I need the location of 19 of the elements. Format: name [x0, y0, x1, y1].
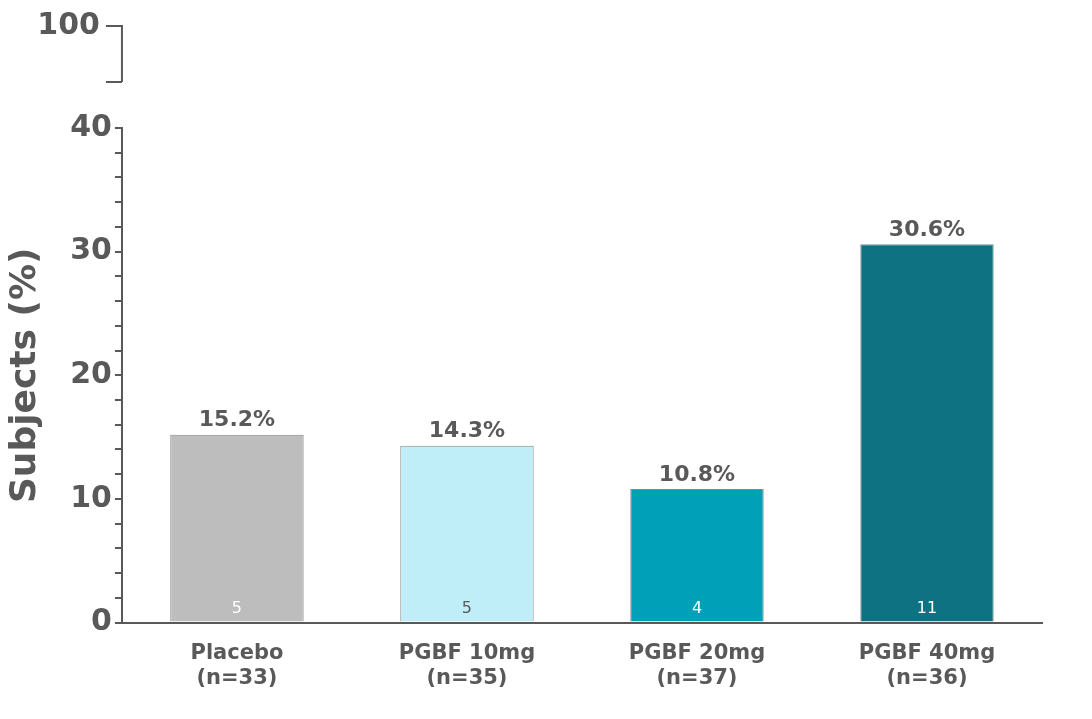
x-tick-label: PGBF 10mg (n=35) — [398, 639, 536, 689]
y-axis-title: Subjects (%) — [1, 247, 43, 504]
x-tick-label: PGBF 40mg (n=36) — [858, 639, 996, 689]
annotation: 11 — [916, 597, 938, 617]
data-label: 30.6% — [888, 215, 966, 241]
data-label: 14.3% — [428, 417, 506, 443]
annotation: 4 — [691, 597, 703, 617]
text: 100 — [37, 5, 100, 41]
annotation: 5 — [231, 597, 243, 617]
y-tick-label: 20 — [70, 355, 112, 391]
y-tick-label: 30 — [70, 231, 112, 267]
y-tick-label: 40 — [70, 107, 112, 143]
annotation: 5 — [461, 597, 473, 617]
y-tick-label: 0 — [91, 602, 112, 638]
y-tick-label: 10 — [70, 478, 112, 514]
data-label: 15.2% — [198, 406, 276, 432]
x-tick-label: Placebo (n=33) — [190, 639, 284, 689]
data-label: 10.8% — [658, 460, 736, 486]
x-tick-label: PGBF 20mg (n=37) — [628, 639, 766, 689]
